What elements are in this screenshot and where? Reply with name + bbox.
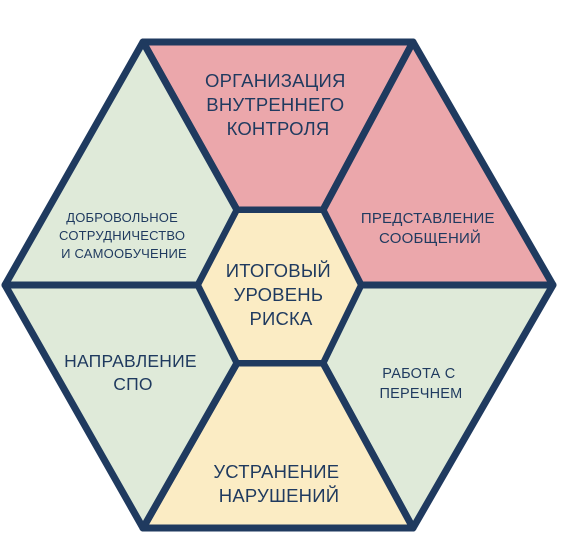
segment-bottom-line-2: НАРУШЕНИЙ xyxy=(219,485,339,506)
segment-top-line-2: ВНУТРЕННЕГО xyxy=(206,94,344,115)
segment-upper-right-line-2: СООБЩЕНИЙ xyxy=(379,229,481,247)
segment-upper-left-label: ДОБРОВОЛЬНОЕ СОТРУДНИЧЕСТВО И САМООБУЧЕН… xyxy=(59,210,189,261)
segment-top-line-3: КОНТРОЛЯ xyxy=(227,118,330,139)
segment-lower-right-line-2: ПЕРЕЧНЕМ xyxy=(380,386,463,402)
center-hexagon xyxy=(195,207,364,366)
segment-lower-right-line-1: РАБОТА С xyxy=(382,366,455,382)
center-line-2: УРОВЕНЬ xyxy=(234,284,324,305)
center-line-1: ИТОГОВЫЙ xyxy=(226,260,331,281)
center-label: ИТОГОВЫЙ УРОВЕНЬ РИСКА xyxy=(226,260,336,329)
segment-lower-right-label: РАБОТА С ПЕРЕЧНЕМ xyxy=(380,366,463,402)
segment-upper-right-line-1: ПРЕДСТАВЛЕНИЕ xyxy=(361,210,495,227)
segment-lower-left-line-2: СПО xyxy=(113,374,152,394)
segment-top-label: ОРГАНИЗАЦИЯ ВНУТРЕННЕГО КОНТРОЛЯ xyxy=(205,70,351,139)
segment-upper-left-line-3: И САМООБУЧЕНИЕ xyxy=(61,246,187,261)
segment-upper-left-line-2: СОТРУДНИЧЕСТВО xyxy=(59,228,185,243)
segment-bottom-line-1: УСТРАНЕНИЕ xyxy=(213,461,339,482)
segment-upper-left-line-1: ДОБРОВОЛЬНОЕ xyxy=(66,210,178,225)
segment-bottom-label: УСТРАНЕНИЕ НАРУШЕНИЙ xyxy=(213,461,344,506)
segment-upper-right-label: ПРЕДСТАВЛЕНИЕ СООБЩЕНИЙ xyxy=(361,210,499,247)
segment-lower-left-label: НАПРАВЛЕНИЕ СПО xyxy=(64,351,202,394)
center-line-3: РИСКА xyxy=(249,308,313,329)
segment-top-line-1: ОРГАНИЗАЦИЯ xyxy=(205,70,346,91)
segment-lower-left-line-1: НАПРАВЛЕНИЕ xyxy=(64,351,197,371)
